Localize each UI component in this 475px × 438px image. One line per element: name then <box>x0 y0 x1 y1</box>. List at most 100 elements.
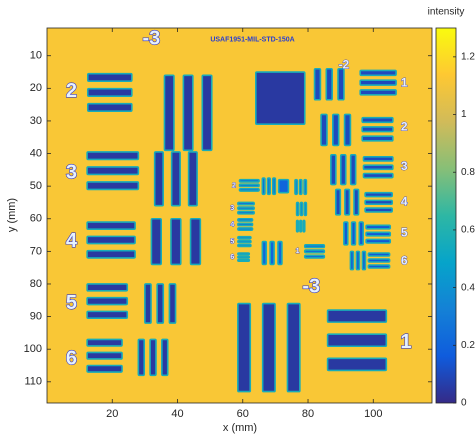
target-bar <box>238 202 254 204</box>
target-bar <box>326 69 332 100</box>
element-label: -2 <box>339 58 350 72</box>
colorbar-tick-label: 1 <box>461 109 467 120</box>
target-bar <box>88 104 132 112</box>
x-tick-label: 20 <box>106 408 118 420</box>
target-bar <box>297 202 299 215</box>
target-bar <box>305 250 325 253</box>
target-bar <box>360 80 396 85</box>
target-bar <box>238 260 249 262</box>
x-tick-label: 80 <box>302 408 314 420</box>
target-bar <box>362 118 393 123</box>
target-bar <box>315 69 321 100</box>
target-bar <box>238 237 251 239</box>
target-bar <box>240 180 260 182</box>
target-bar <box>151 219 161 265</box>
target-bar <box>88 89 132 97</box>
target-bar <box>238 245 251 247</box>
group-label: -3 <box>302 276 320 298</box>
target-bar <box>360 70 396 75</box>
colorbar-tick-label: 0.6 <box>461 225 475 236</box>
target-bar <box>363 157 392 161</box>
target-bar <box>171 219 181 265</box>
group-label: -3 <box>143 28 161 50</box>
target-bar <box>87 222 135 229</box>
element-label: 4 <box>230 221 234 228</box>
colorbar-tick-label: 0.2 <box>461 340 475 351</box>
target-bar <box>138 339 144 375</box>
target-bar <box>365 208 392 212</box>
target-bar <box>305 245 325 248</box>
target-bar <box>238 256 249 258</box>
target-bar <box>362 251 365 269</box>
chart: -323456-31USAF1951-MIL-STD-150A-21234562… <box>0 0 475 438</box>
element-label: 3 <box>230 205 234 212</box>
target-bar <box>238 212 254 214</box>
colorbar-tick-label: 0.8 <box>461 167 475 178</box>
target-bar <box>368 259 389 262</box>
y-axis-label: y (mm) <box>6 198 18 232</box>
target-bar <box>304 180 306 195</box>
group-label: 5 <box>66 292 77 314</box>
x-tick-label: 40 <box>171 408 183 420</box>
target-bar <box>238 241 251 243</box>
target-bar <box>240 189 260 191</box>
target-bar <box>263 304 275 392</box>
target-bar <box>301 202 303 215</box>
element-label: 6 <box>401 253 408 267</box>
target-bar <box>157 284 163 323</box>
y-tick-label: 30 <box>30 115 42 127</box>
image: -323456-31USAF1951-MIL-STD-150A-21234562… <box>47 28 432 403</box>
target-bar <box>87 339 122 346</box>
target-bar <box>345 114 351 145</box>
target-bar <box>356 251 359 269</box>
target-bar <box>366 225 390 229</box>
target-bar <box>87 352 122 359</box>
target-bar <box>279 180 289 193</box>
target-bar <box>363 165 392 169</box>
group-label: 2 <box>66 80 77 102</box>
target-bar <box>270 242 274 265</box>
target-bar <box>87 284 127 291</box>
target-bar <box>256 72 305 124</box>
group-label: 3 <box>66 161 77 183</box>
target-bar <box>155 152 163 206</box>
y-tick-label: 70 <box>30 245 42 257</box>
y-tick-label: 40 <box>30 147 42 159</box>
target-bar <box>150 339 156 375</box>
target-bar <box>87 167 138 175</box>
target-bar <box>365 200 392 204</box>
target-bar <box>87 182 138 190</box>
target-bar <box>344 222 348 245</box>
target-bar <box>338 69 344 100</box>
target-bar <box>328 310 387 322</box>
element-label: 5 <box>230 238 234 245</box>
y-tick-label: 100 <box>24 343 42 355</box>
x-axis-label: x (mm) <box>223 422 257 434</box>
target-bar <box>87 366 122 373</box>
target-bar <box>268 178 271 194</box>
target-bar <box>363 174 392 178</box>
x-tick-label: 100 <box>364 408 382 420</box>
target-bar <box>359 222 363 245</box>
colorbar-tick-label: 1.2 <box>461 51 475 62</box>
target-bar <box>87 236 135 243</box>
target-bar <box>87 311 127 318</box>
element-label: 2 <box>232 182 236 189</box>
element-label: 6 <box>230 254 234 261</box>
target-bar <box>189 152 197 206</box>
target-bar <box>287 304 299 392</box>
target-bar <box>328 334 387 346</box>
target-bar <box>362 127 393 132</box>
target-bar <box>333 114 339 145</box>
target-bar <box>328 358 387 370</box>
target-bar <box>365 193 392 197</box>
group-label: 4 <box>66 230 78 252</box>
target-bar <box>297 220 299 231</box>
target-bar <box>273 178 276 194</box>
target-bar <box>238 304 250 392</box>
group-label: 6 <box>66 347 77 369</box>
target-bar <box>368 265 389 268</box>
target-bar <box>331 155 336 185</box>
target-bar <box>354 189 359 214</box>
colorbar-label: intensity <box>428 7 465 18</box>
